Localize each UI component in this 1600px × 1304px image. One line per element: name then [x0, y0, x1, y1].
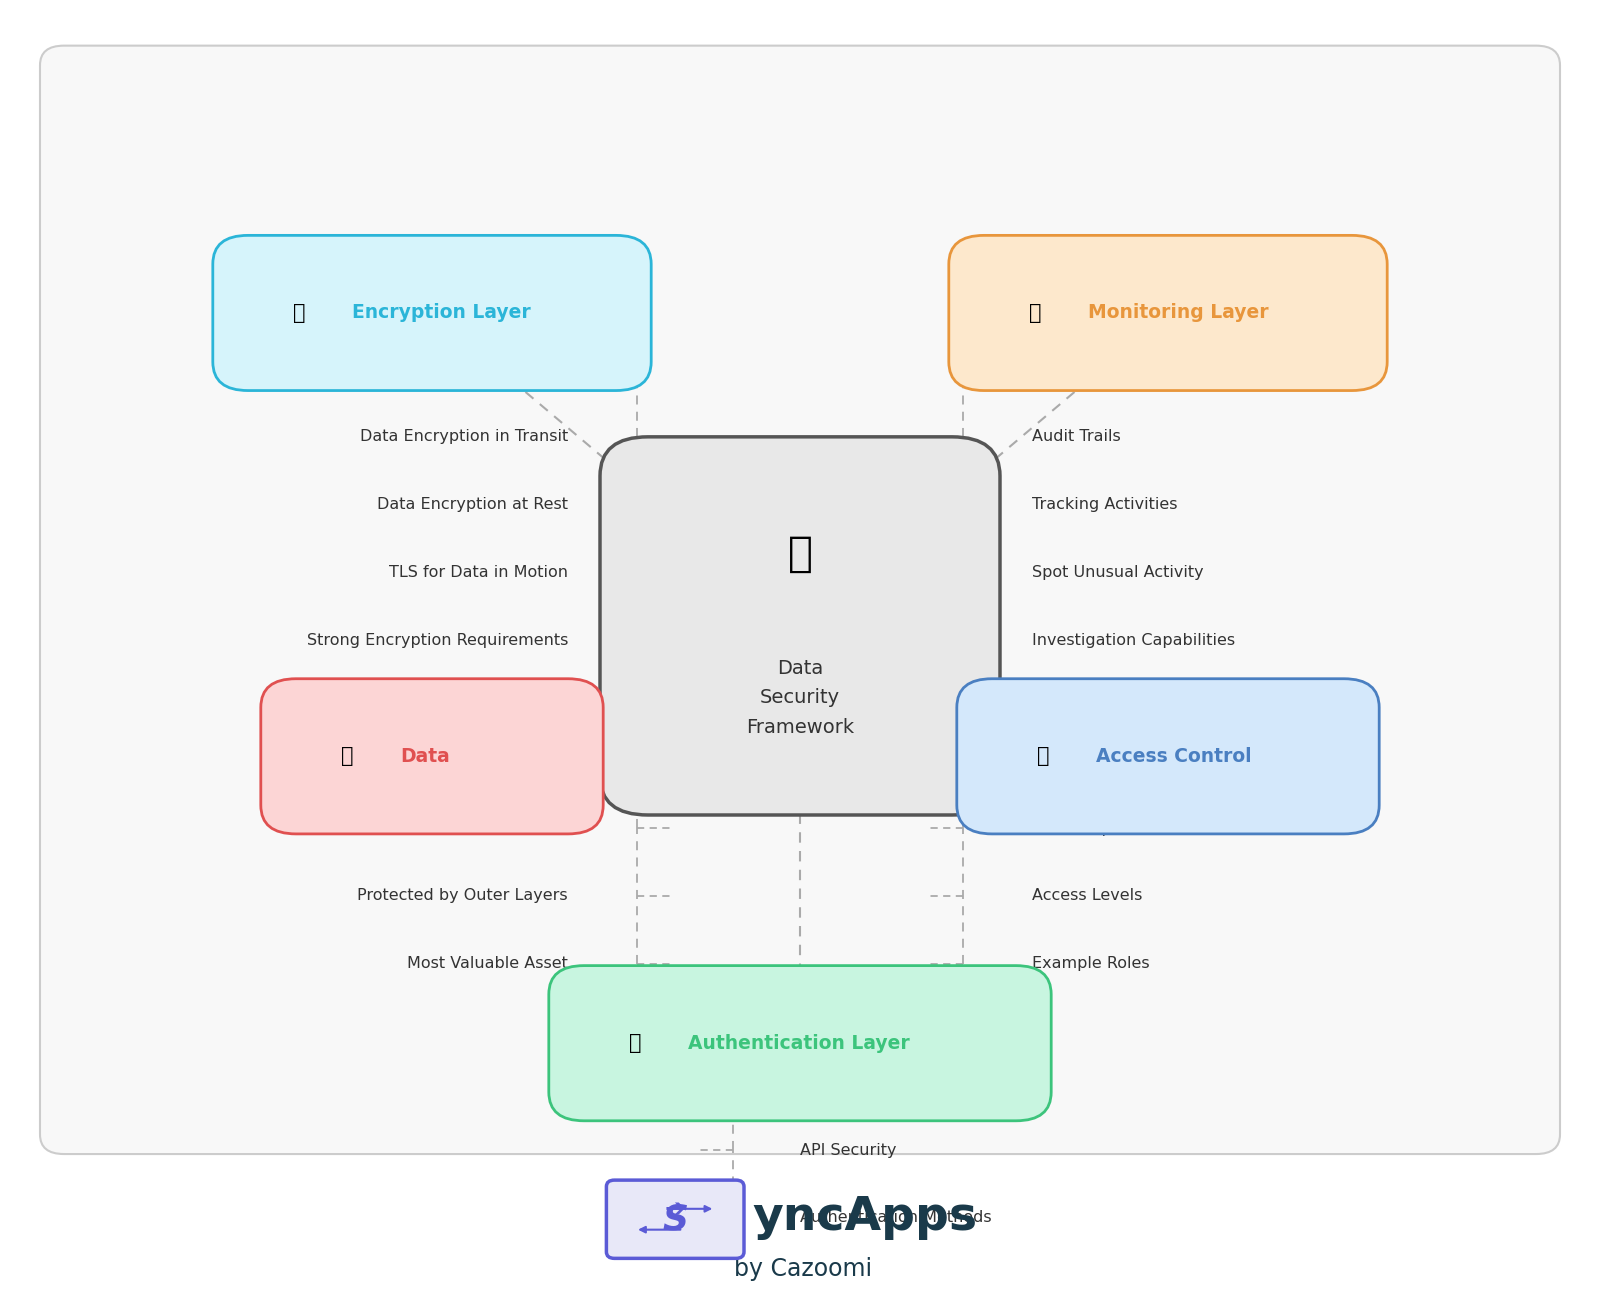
Text: Tracking Activities: Tracking Activities	[1032, 497, 1178, 512]
Text: ➔: ➔	[664, 1197, 686, 1221]
Text: Data Encryption in Transit: Data Encryption in Transit	[360, 429, 568, 445]
Text: 🛡: 🛡	[787, 533, 813, 575]
Text: Investigation Capabilities: Investigation Capabilities	[1032, 632, 1235, 648]
Text: Sensitive Information: Sensitive Information	[397, 820, 568, 836]
Text: Data Encryption at Rest: Data Encryption at Rest	[378, 497, 568, 512]
Text: Authentication Layer: Authentication Layer	[688, 1034, 910, 1052]
Text: Access Control: Access Control	[1096, 747, 1251, 765]
Text: Strong Encryption Requirements: Strong Encryption Requirements	[307, 632, 568, 648]
Text: Audit Trails: Audit Trails	[1032, 429, 1120, 445]
Text: 📤: 📤	[293, 303, 306, 323]
Text: Data: Data	[400, 747, 450, 765]
FancyBboxPatch shape	[549, 965, 1051, 1120]
FancyBboxPatch shape	[261, 678, 603, 835]
FancyBboxPatch shape	[213, 235, 651, 391]
FancyBboxPatch shape	[949, 235, 1387, 391]
Text: Monitoring Layer: Monitoring Layer	[1088, 304, 1269, 322]
Text: TLS for Data in Motion: TLS for Data in Motion	[389, 565, 568, 580]
Text: Most Valuable Asset: Most Valuable Asset	[406, 956, 568, 971]
Text: Encryption Layer: Encryption Layer	[352, 304, 531, 322]
Text: by Cazoomi: by Cazoomi	[734, 1257, 872, 1281]
FancyBboxPatch shape	[957, 678, 1379, 835]
Text: RBAC Implementation: RBAC Implementation	[1032, 820, 1208, 836]
FancyBboxPatch shape	[600, 437, 1000, 815]
Text: yncApps: yncApps	[752, 1196, 978, 1240]
Text: Example Roles: Example Roles	[1032, 956, 1150, 971]
Text: API Security: API Security	[800, 1142, 896, 1158]
Text: 🦸: 🦸	[1037, 746, 1050, 767]
Text: 🔑: 🔑	[629, 1033, 642, 1054]
Text: Data
Security
Framework: Data Security Framework	[746, 659, 854, 737]
Text: Access Levels: Access Levels	[1032, 888, 1142, 904]
Text: S: S	[662, 1202, 688, 1236]
FancyBboxPatch shape	[606, 1180, 744, 1258]
Text: 📊: 📊	[341, 746, 354, 767]
Text: Authentication Methods: Authentication Methods	[800, 1210, 992, 1226]
FancyBboxPatch shape	[40, 46, 1560, 1154]
Text: Protected by Outer Layers: Protected by Outer Layers	[357, 888, 568, 904]
Text: 👁: 👁	[1029, 303, 1042, 323]
Text: Spot Unusual Activity: Spot Unusual Activity	[1032, 565, 1203, 580]
